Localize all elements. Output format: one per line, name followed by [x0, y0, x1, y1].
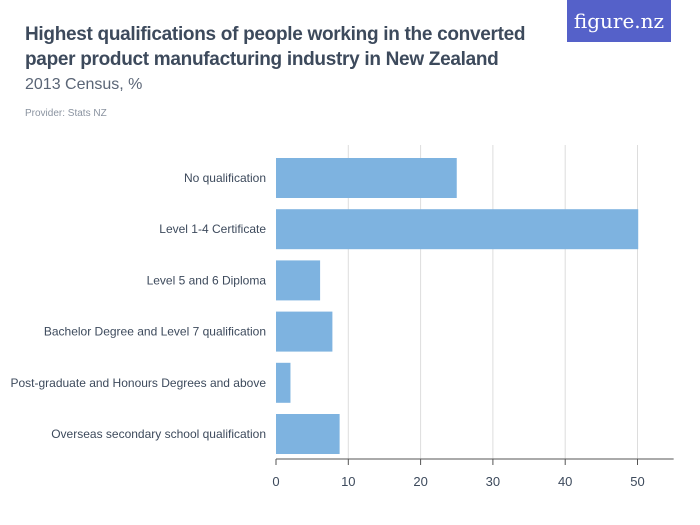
category-label: No qualification	[184, 171, 266, 185]
bar	[276, 209, 639, 250]
bar	[276, 362, 291, 403]
category-label: Level 1-4 Certificate	[159, 222, 266, 236]
bar	[276, 414, 340, 454]
x-tick-label: 50	[630, 474, 644, 489]
provider-label: Provider: Stats NZ	[25, 108, 107, 119]
x-tick-label: 20	[413, 474, 427, 489]
category-label: Post-graduate and Honours Degrees and ab…	[10, 376, 266, 390]
bar	[276, 311, 333, 352]
x-tick-label: 0	[272, 474, 279, 489]
category-label: Overseas secondary school qualification	[51, 427, 266, 441]
figure-nz-logo[interactable]: figure.nz	[567, 0, 671, 42]
bar	[276, 158, 457, 198]
chart-title: Highest qualifications of people working…	[25, 24, 526, 70]
x-tick-label: 30	[486, 474, 500, 489]
bar	[276, 260, 321, 301]
category-label: Bachelor Degree and Level 7 qualificatio…	[44, 325, 266, 339]
chart-subtitle: 2013 Census, %	[25, 76, 143, 93]
x-tick-label: 40	[558, 474, 572, 489]
x-tick-label: 10	[341, 474, 355, 489]
category-label: Level 5 and 6 Diploma	[147, 273, 267, 287]
